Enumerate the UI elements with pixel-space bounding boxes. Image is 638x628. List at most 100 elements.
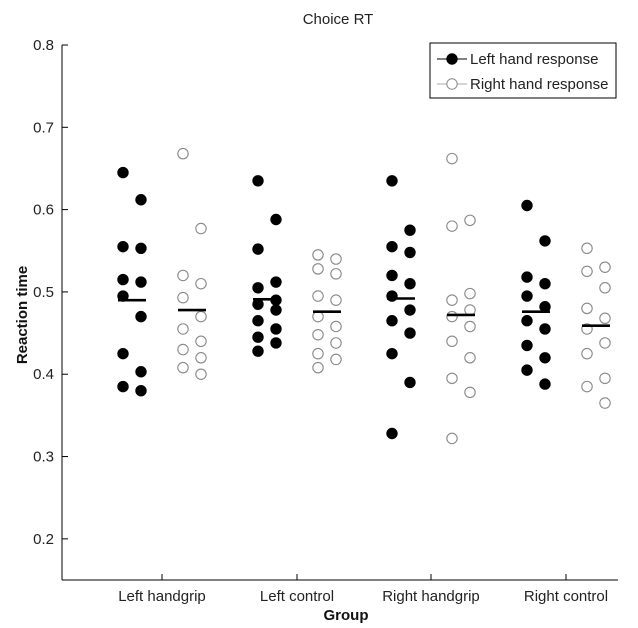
- right-hand-point: [312, 290, 324, 302]
- right-hand-point: [464, 287, 476, 300]
- left-hand-point: [404, 304, 416, 316]
- legend-marker-filled: [446, 53, 458, 65]
- left-hand-point: [521, 339, 533, 352]
- right-hand-point: [599, 261, 611, 273]
- right-hand-point: [599, 312, 611, 325]
- right-hand-point: [581, 380, 593, 393]
- x-tick-label: Left control: [260, 588, 334, 605]
- right-hand-point: [581, 265, 593, 278]
- right-hand-point: [195, 222, 207, 235]
- right-hand-point: [464, 214, 476, 227]
- right-hand-point: [195, 335, 207, 348]
- left-hand-point: [521, 290, 533, 302]
- right-hand-point: [195, 352, 207, 364]
- right-hand-point: [599, 337, 611, 349]
- y-tick-label: 0.4: [33, 366, 54, 383]
- chart-marks: [117, 147, 611, 445]
- left-hand-point: [539, 378, 551, 390]
- legend-label: Right hand response: [470, 76, 608, 93]
- left-hand-point: [386, 347, 398, 360]
- right-hand-point: [581, 302, 593, 315]
- right-hand-point: [177, 147, 189, 160]
- left-hand-point: [135, 366, 147, 378]
- left-hand-point: [270, 304, 282, 316]
- right-hand-point: [446, 372, 458, 385]
- left-hand-point: [404, 277, 416, 290]
- x-tick-label: Right control: [524, 588, 608, 605]
- left-hand-point: [386, 427, 398, 440]
- left-hand-point: [135, 276, 147, 288]
- right-hand-point: [446, 310, 458, 323]
- left-hand-point: [252, 315, 264, 327]
- legend: Left hand response Right hand response: [429, 42, 617, 99]
- left-hand-point: [386, 175, 398, 187]
- left-hand-point: [404, 224, 416, 236]
- right-hand-point: [464, 320, 476, 333]
- left-hand-point: [521, 199, 533, 212]
- left-hand-point: [135, 384, 147, 397]
- right-hand-point: [446, 432, 458, 445]
- right-hand-point: [177, 343, 189, 356]
- right-hand-point: [177, 323, 189, 335]
- right-hand-point: [312, 249, 324, 261]
- left-hand-point: [117, 166, 129, 179]
- right-hand-point: [599, 282, 611, 294]
- left-hand-point: [521, 364, 533, 376]
- left-hand-point: [386, 315, 398, 327]
- left-hand-point: [386, 269, 398, 282]
- left-hand-point: [270, 337, 282, 349]
- chart-title: Choice RT: [303, 11, 374, 28]
- right-hand-point: [599, 372, 611, 385]
- left-hand-point: [117, 347, 129, 360]
- right-hand-point: [177, 361, 189, 374]
- right-hand-point: [312, 361, 324, 374]
- right-hand-point: [464, 386, 476, 399]
- right-hand-point: [599, 397, 611, 409]
- right-hand-point: [312, 347, 324, 360]
- right-hand-point: [446, 220, 458, 232]
- right-hand-point: [330, 268, 342, 280]
- left-hand-point: [404, 246, 416, 259]
- left-hand-point: [135, 194, 147, 206]
- left-hand-point: [117, 380, 129, 393]
- left-hand-point: [539, 352, 551, 364]
- right-hand-point: [312, 328, 324, 341]
- left-hand-point: [270, 213, 282, 226]
- left-hand-point: [270, 323, 282, 335]
- right-hand-point: [177, 269, 189, 282]
- left-hand-point: [386, 240, 398, 253]
- right-hand-point: [195, 368, 207, 380]
- left-hand-point: [117, 273, 129, 286]
- y-tick-label: 0.7: [33, 119, 54, 136]
- left-hand-point: [252, 243, 264, 255]
- left-hand-point: [117, 240, 129, 253]
- left-hand-point: [404, 376, 416, 389]
- right-hand-point: [195, 310, 207, 323]
- left-hand-point: [539, 235, 551, 247]
- right-hand-point: [312, 263, 324, 275]
- left-hand-point: [270, 276, 282, 288]
- left-hand-point: [135, 310, 147, 323]
- right-hand-point: [581, 347, 593, 360]
- left-hand-point: [135, 242, 147, 255]
- y-tick-label: 0.5: [33, 284, 54, 301]
- right-hand-point: [330, 294, 342, 306]
- right-hand-point: [446, 294, 458, 306]
- y-tick-label: 0.6: [33, 202, 54, 219]
- right-hand-point: [446, 152, 458, 165]
- right-hand-point: [330, 320, 342, 333]
- left-hand-point: [521, 315, 533, 327]
- y-axis-title: Reaction time: [14, 266, 31, 364]
- legend-marker-open: [446, 78, 458, 90]
- x-tick-label: Right handgrip: [382, 588, 480, 605]
- right-hand-point: [195, 277, 207, 290]
- right-hand-point: [581, 242, 593, 255]
- right-hand-point: [177, 291, 189, 304]
- left-hand-point: [404, 327, 416, 339]
- y-tick-label: 0.2: [33, 531, 54, 548]
- left-hand-point: [252, 175, 264, 187]
- left-hand-point: [252, 282, 264, 294]
- legend-box: [429, 42, 617, 99]
- left-hand-point: [539, 277, 551, 290]
- right-hand-point: [446, 335, 458, 348]
